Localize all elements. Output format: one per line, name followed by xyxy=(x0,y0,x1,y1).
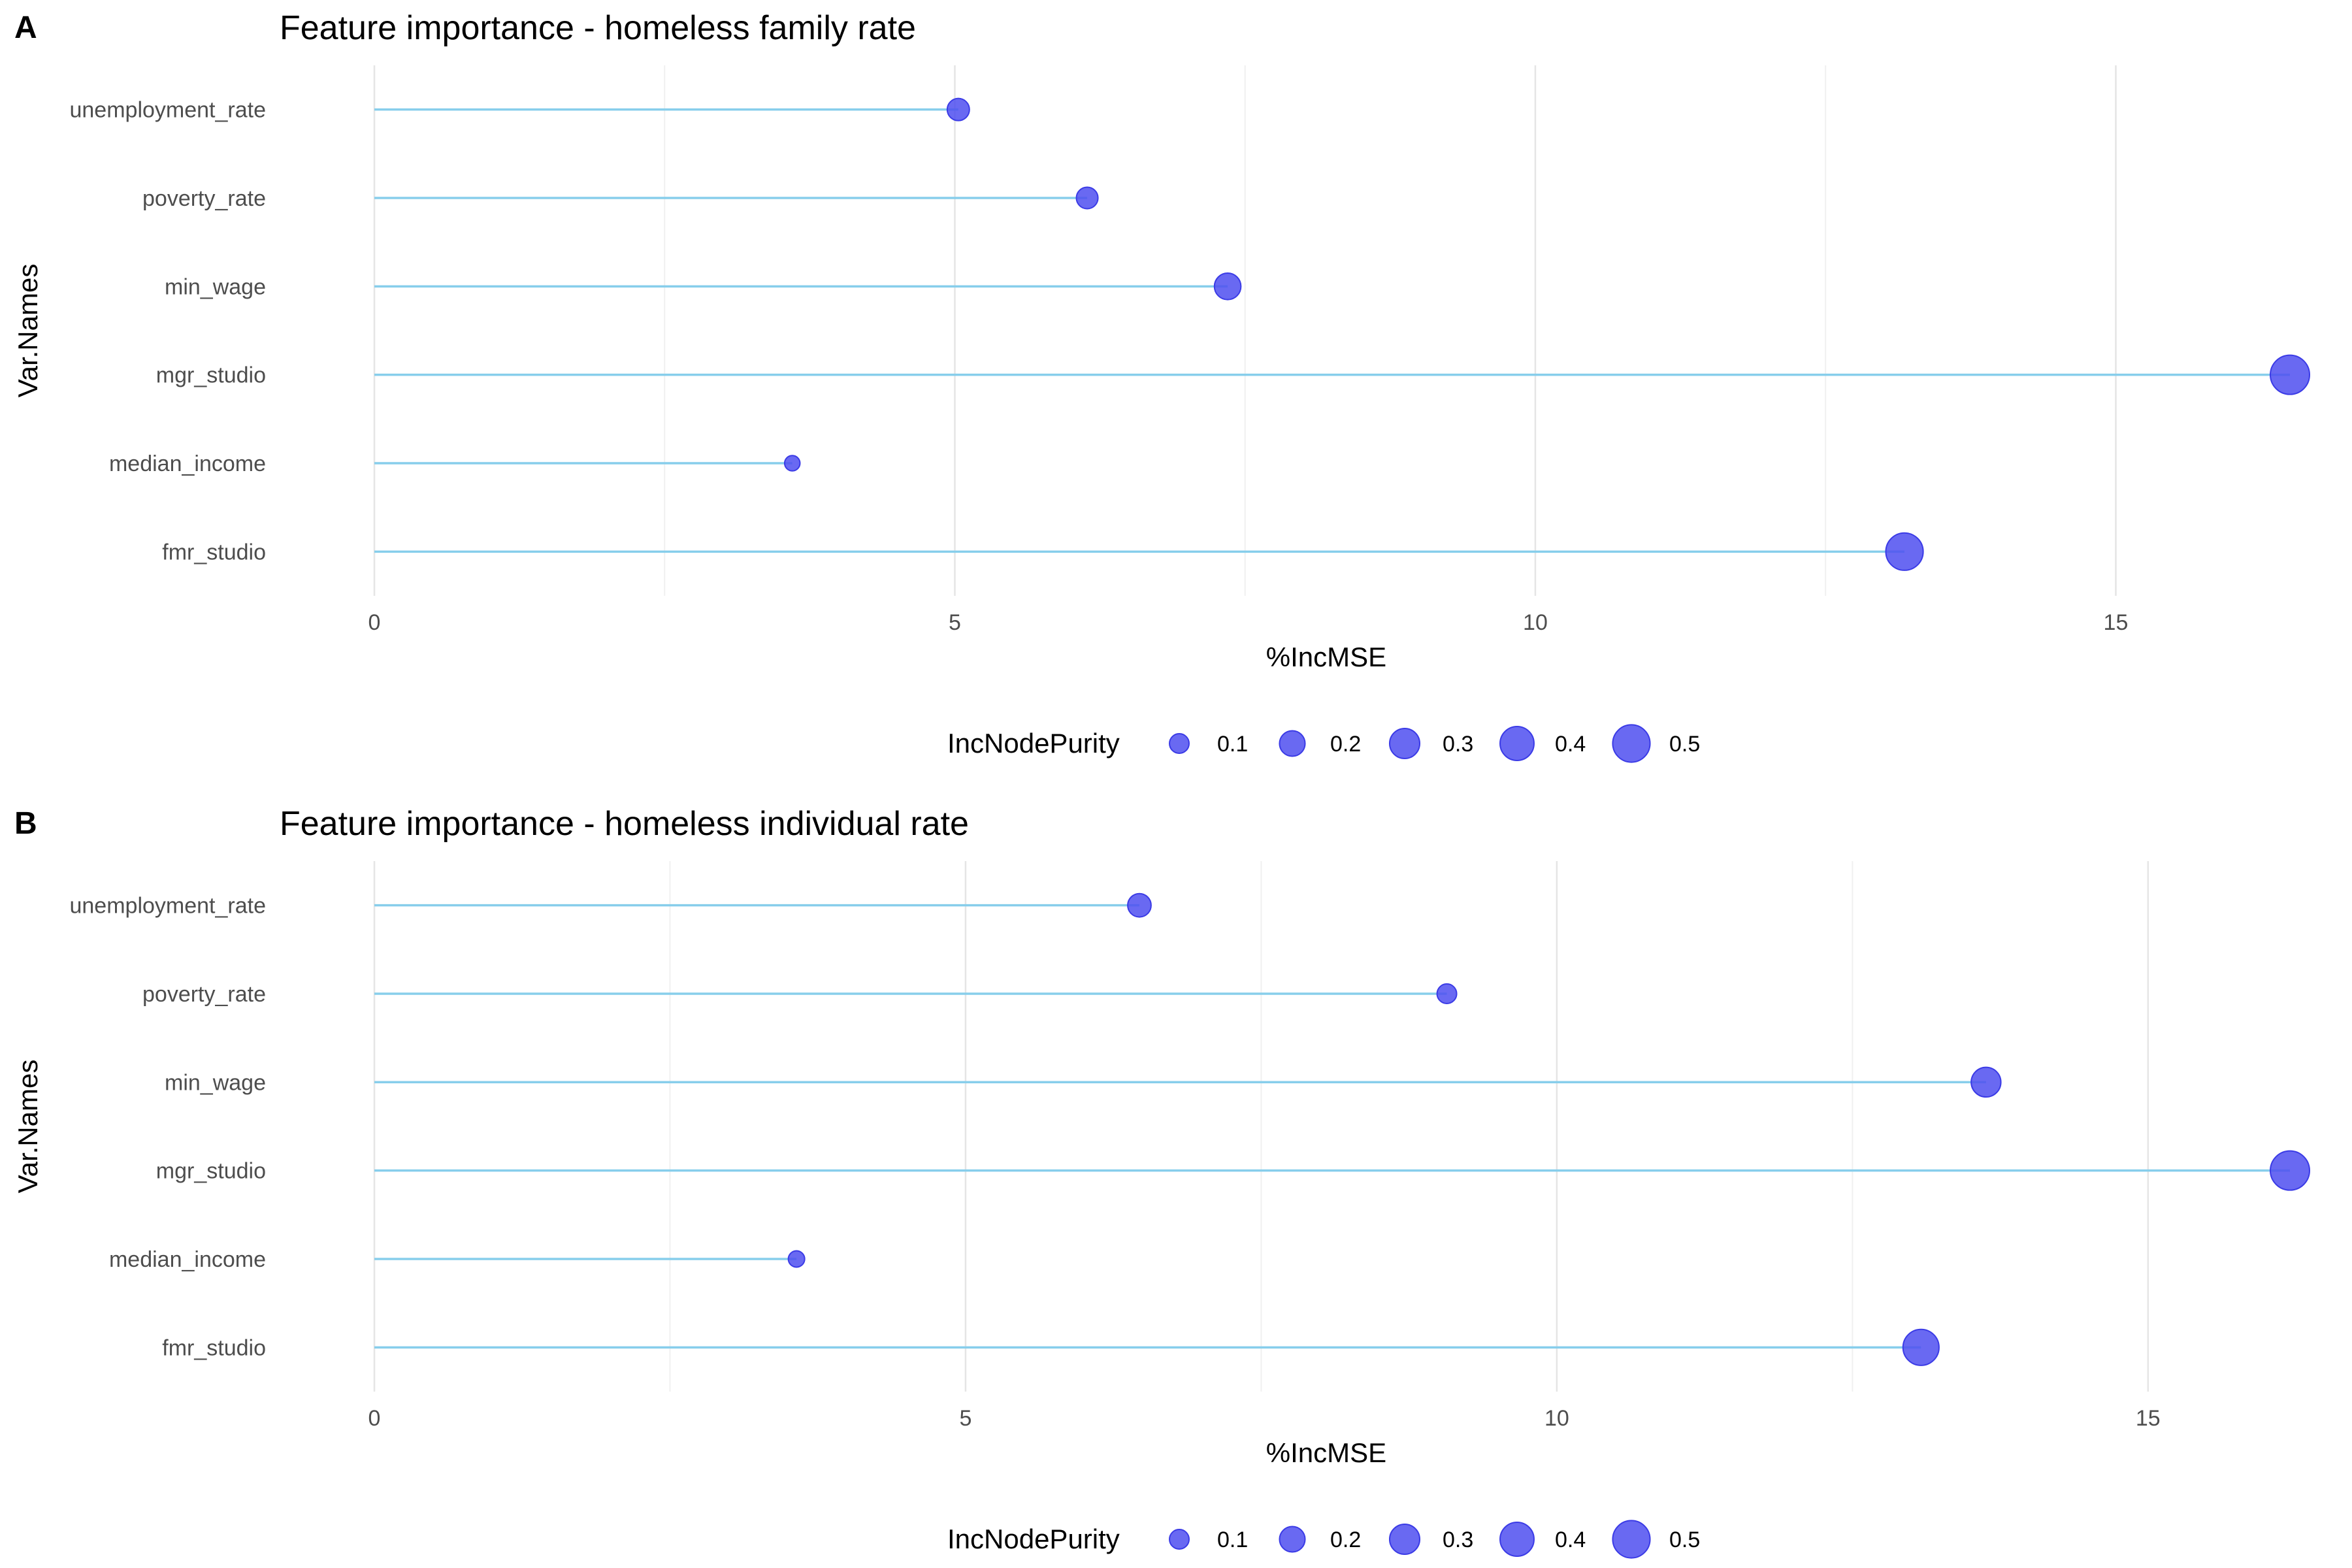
panel-0-y-tick-label: poverty_rate xyxy=(142,186,266,211)
panel-0-point xyxy=(1075,186,1099,210)
panel-0-legend-label: 0.3 xyxy=(1443,732,1473,757)
panel-1-legend-key xyxy=(1499,1522,1535,1557)
panel-1-title: Feature importance - homeless individual… xyxy=(280,805,969,843)
panel-1-point xyxy=(1970,1066,2002,1098)
panel-0-legend-label: 0.4 xyxy=(1555,732,1586,757)
panel-0-y-axis-title: Var.Names xyxy=(12,264,43,398)
panel-1-x-tick-label: 5 xyxy=(959,1406,972,1431)
panel-0-point xyxy=(946,97,970,122)
panel-1-legend-key xyxy=(1388,1523,1421,1556)
panel-1-x-tick-label: 0 xyxy=(368,1406,381,1431)
panel-0-point xyxy=(2270,354,2310,395)
panel-1-point xyxy=(2270,1150,2310,1191)
panel-0-x-tick-label: 15 xyxy=(2104,610,2129,635)
panel-0-y-tick-label: unemployment_rate xyxy=(69,98,266,123)
panel-0-legend-label: 0.5 xyxy=(1669,732,1700,757)
panel-1-y-tick-label: unemployment_rate xyxy=(69,894,266,919)
panel-1-legend-key xyxy=(1169,1529,1190,1550)
panel-0-point xyxy=(1885,532,1924,571)
panel-1-x-tick-label: 10 xyxy=(1544,1406,1569,1431)
panel-0-legend-label: 0.2 xyxy=(1330,732,1361,757)
panel-1-y-tick-label: fmr_studio xyxy=(162,1335,266,1360)
panel-1-y-axis-title: Var.Names xyxy=(12,1060,43,1194)
panel-1-y-tick-label: min_wage xyxy=(165,1070,266,1095)
panel-1-legend-label: 0.2 xyxy=(1330,1527,1361,1552)
panel-1-legend-label: 0.1 xyxy=(1217,1527,1248,1552)
panel-0-x-axis-title: %IncMSE xyxy=(1266,642,1386,672)
panel-1-point xyxy=(1436,983,1458,1004)
panel-1-point xyxy=(1902,1328,1940,1366)
panel-1-y-tick-label: median_income xyxy=(109,1247,266,1272)
panel-0-legend-key xyxy=(1388,727,1421,760)
panel-0-legend-key xyxy=(1499,726,1535,761)
panel-1-point xyxy=(1127,892,1152,918)
panel-0-x-tick-label: 0 xyxy=(368,610,381,635)
panel-1-legend-key xyxy=(1612,1520,1651,1559)
panel-0-y-tick-label: mgr_studio xyxy=(156,363,266,388)
panel-0-y-tick-label: min_wage xyxy=(165,274,266,299)
panel-0-y-tick-label: median_income xyxy=(109,451,266,476)
panel-0-x-tick-label: 10 xyxy=(1523,610,1548,635)
panel-1-legend-title: IncNodePurity xyxy=(947,1524,1120,1554)
panel-1-y-tick-label: poverty_rate xyxy=(142,982,266,1007)
panel-0-legend-key xyxy=(1279,730,1306,757)
panel-0-legend-label: 0.1 xyxy=(1217,732,1248,757)
panel-0-legend-title: IncNodePurity xyxy=(947,728,1120,759)
panel-0-point xyxy=(783,455,801,472)
panel-0-x-tick-label: 5 xyxy=(949,610,961,635)
panel-1-x-axis-title: %IncMSE xyxy=(1266,1437,1386,1468)
panel-0-title: Feature importance - homeless family rat… xyxy=(280,9,916,47)
panel-1-legend-label: 0.4 xyxy=(1555,1527,1586,1552)
panel-1-y-tick-label: mgr_studio xyxy=(156,1159,266,1184)
panel-0-y-tick-label: fmr_studio xyxy=(162,540,266,564)
panel-0-tag: A xyxy=(14,10,37,45)
panel-0-point xyxy=(1213,272,1242,301)
panel-1-legend-label: 0.5 xyxy=(1669,1527,1700,1552)
panel-1-tag: B xyxy=(14,806,37,841)
panel-1-point xyxy=(787,1250,806,1268)
panel-1-x-tick-label: 15 xyxy=(2136,1406,2161,1431)
panel-1-legend-label: 0.3 xyxy=(1443,1527,1473,1552)
panel-0-legend-key xyxy=(1169,733,1190,754)
panel-1-legend-key xyxy=(1279,1526,1306,1553)
panel-0-legend-key xyxy=(1612,724,1651,763)
